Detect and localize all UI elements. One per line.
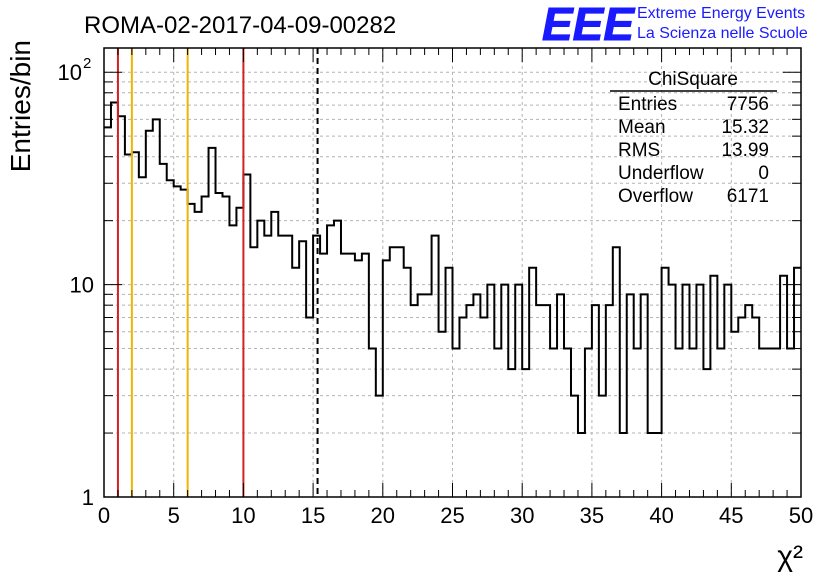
stats-rows: Entries 7756 Mean 15.32 RMS 13.99 Underflow 0 Ov… [618,94,769,207]
stats-label: Underflow [618,163,704,184]
x-tick-label: 10 [231,503,255,528]
logo-subtitle-line2: La Scienza nelle Scuole [637,25,808,42]
x-tick-label: 0 [98,503,110,528]
x-tick-label: 25 [440,503,464,528]
eee-logo-text: EEE [542,0,635,50]
x-tick-label: 15 [301,503,325,528]
stats-box: ChiSquare Entries 7756 Mean 15.32 RMS 13.99 Un… [610,69,777,207]
stats-value: 15.32 [721,117,769,138]
stats-label: Overflow [618,186,693,207]
stats-value: 13.99 [721,140,769,161]
y-tick-label: 10 [70,273,94,298]
y-tick-label: 10 [58,60,82,85]
x-tick-label: 50 [789,503,813,528]
stats-label: Entries [618,94,677,115]
logo-subtitle-line1: Extreme Energy Events [637,5,805,22]
x-tick-label: 35 [580,503,604,528]
y-tick-exponent: 2 [83,55,91,72]
x-tick-label: 5 [168,503,180,528]
histogram-outline [104,101,801,435]
x-tick-label: 30 [510,503,534,528]
stats-label: Mean [618,117,666,138]
x-tick-label: 45 [719,503,743,528]
stats-title: ChiSquare [648,69,738,90]
x-axis-label: χ² [777,540,803,572]
stats-label: RMS [618,140,660,161]
vertical-lines-layer [116,48,319,497]
x-tick-label: 40 [649,503,673,528]
histogram-layer [104,101,801,435]
x-tick-label: 20 [371,503,395,528]
run-title: ROMA-02-2017-04-09-00282 [84,12,396,39]
y-axis-label: Entries/bin [5,40,36,172]
y-tick-label: 1 [82,485,94,510]
stats-value: 6171 [727,186,769,207]
stats-value: 0 [758,163,769,184]
stats-value: 7756 [727,94,769,115]
